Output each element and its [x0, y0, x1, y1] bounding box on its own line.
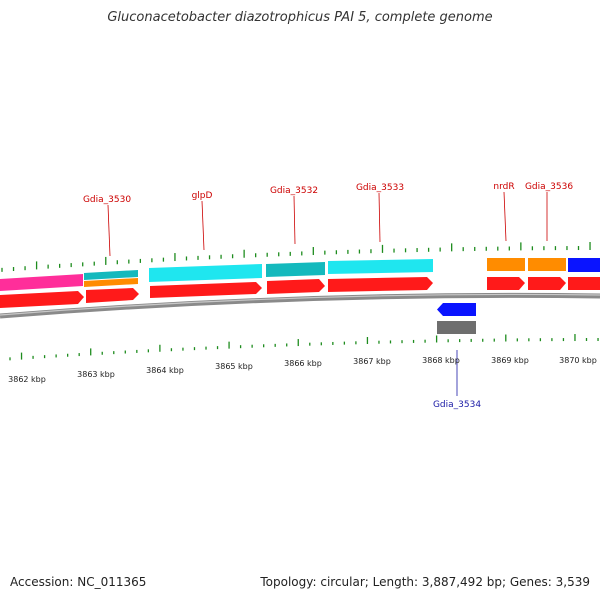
genome-summary-text: Topology: circular; Length: 3,887,492 bp…	[260, 575, 590, 589]
gene-arrow-forward	[568, 277, 600, 290]
accession-text: Accession: NC_011365	[10, 575, 147, 589]
forward-label-group: Gdia_3530 glpD Gdia_3532 Gdia_3533 nrdR …	[83, 182, 573, 257]
gene-arrow-forward	[487, 277, 525, 290]
reverse-label-group: Gdia_3534	[433, 350, 481, 410]
gene-arrow-forward	[267, 279, 325, 294]
genome-backbone	[0, 292, 600, 319]
scale-label: 3866 kbp	[284, 359, 322, 368]
gene-arrow-forward	[150, 282, 262, 298]
scale-tick-row	[9, 334, 599, 361]
feature-orange	[84, 278, 138, 287]
feature-orange	[487, 258, 525, 271]
scale-label: 3869 kbp	[491, 356, 529, 365]
backbone-highlight	[0, 293, 600, 316]
outer-tick-row	[1, 242, 591, 272]
scale-label: 3863 kbp	[77, 370, 115, 379]
scale-labels: 3862 kbp 3863 kbp 3864 kbp 3865 kbp 3866…	[8, 356, 597, 384]
scale-label: 3865 kbp	[215, 362, 253, 371]
scale-label: 3862 kbp	[8, 375, 46, 384]
forward-cds-track	[0, 277, 600, 308]
feature-blue	[568, 258, 600, 272]
gene-label: Gdia_3534	[433, 400, 481, 410]
scale-label: 3870 kbp	[559, 356, 597, 365]
gene-other-block	[437, 321, 476, 334]
gene-label: Gdia_3532	[270, 186, 318, 196]
scale-label: 3867 kbp	[353, 357, 391, 366]
gene-label: Gdia_3536	[525, 182, 573, 192]
feature-cyan	[149, 264, 262, 282]
feature-magenta	[0, 274, 83, 291]
scale-label: 3864 kbp	[146, 366, 184, 375]
scale-label: 3868 kbp	[422, 356, 460, 365]
feature-teal	[84, 270, 138, 280]
gene-arrow-forward	[86, 288, 139, 303]
feature-track	[0, 258, 600, 291]
gene-label: Gdia_3530	[83, 195, 131, 205]
gene-arrow-forward	[328, 277, 433, 292]
gene-label: glpD	[192, 191, 213, 201]
gene-arrow-reverse	[437, 303, 476, 316]
feature-cyan	[328, 259, 433, 274]
gene-label: Gdia_3533	[356, 183, 404, 193]
gene-label: nrdR	[493, 182, 514, 192]
reverse-cds-track	[437, 303, 476, 334]
map-title: Gluconacetobacter diazotrophicus PAI 5, …	[107, 10, 493, 25]
gene-arrow-forward	[528, 277, 566, 290]
gene-arrow-forward	[0, 291, 84, 308]
feature-teal	[266, 262, 325, 277]
feature-orange	[528, 258, 566, 271]
